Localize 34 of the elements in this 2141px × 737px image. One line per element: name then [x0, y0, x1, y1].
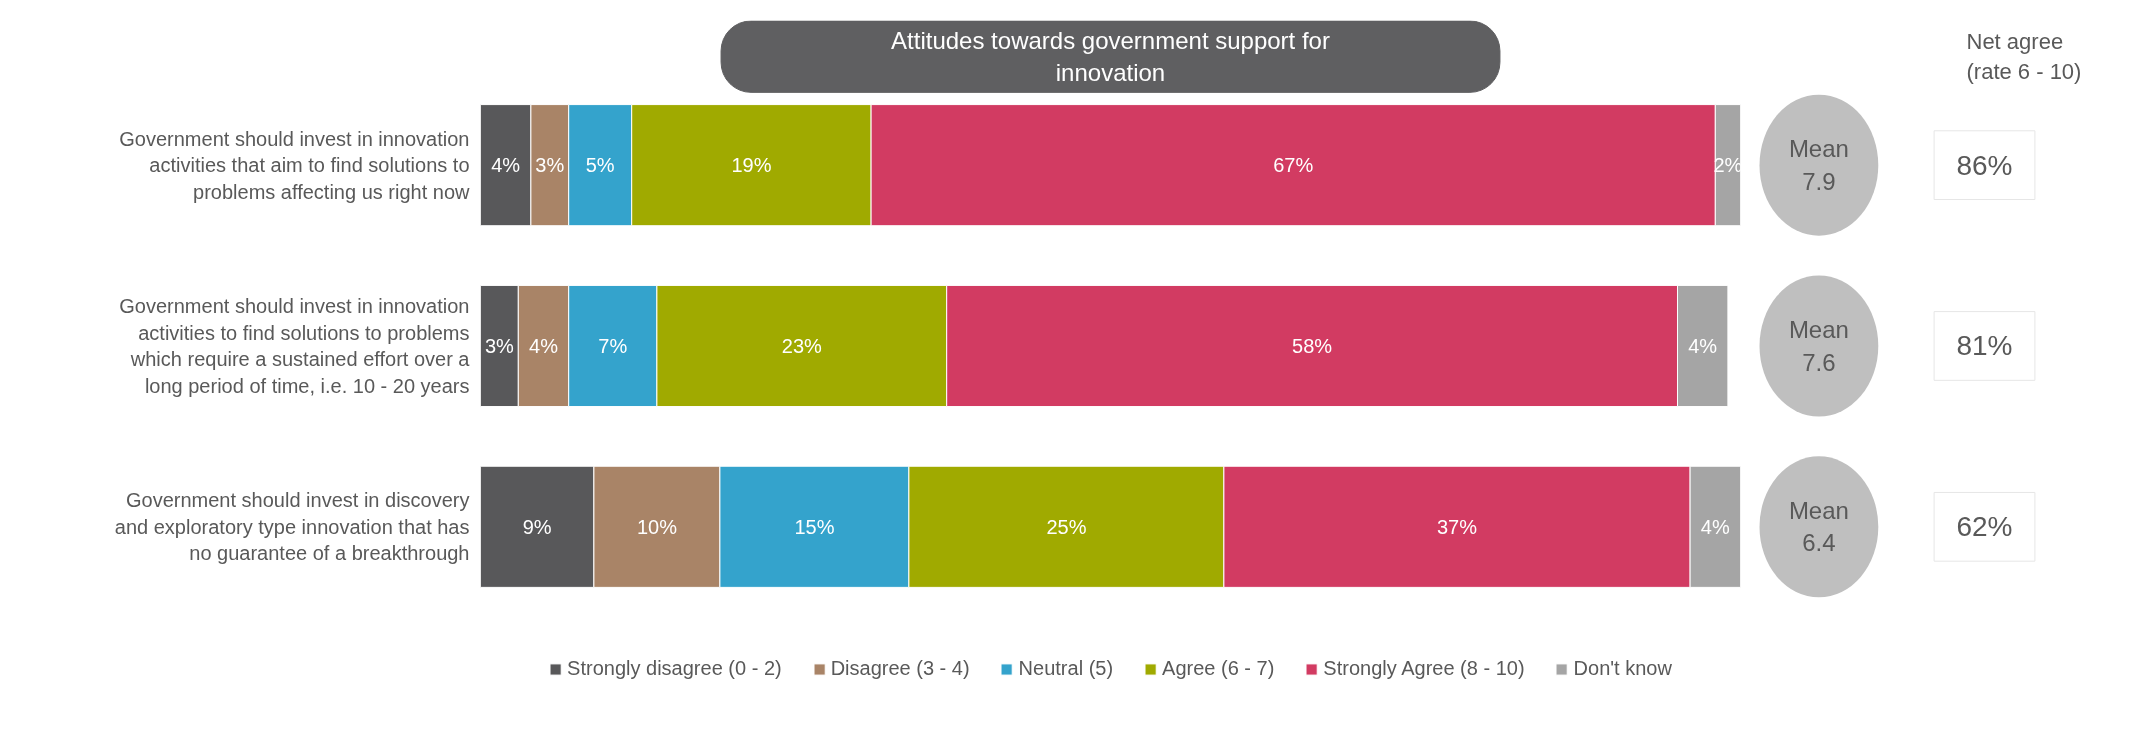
text: 86% [1956, 149, 2013, 181]
legend-label: Strongly disagree (0 - 2) [567, 657, 782, 680]
y-tick-label: Government should invest in innovation activities that aim to find solutions to problems affecting us right now [119, 127, 471, 203]
data-label: 67% [1273, 154, 1314, 177]
legend-label: Strongly Agree (8 - 10) [1323, 657, 1525, 680]
data-label: 4% [1688, 334, 1718, 357]
data-label: 4% [491, 154, 521, 177]
data-label: 9% [522, 515, 552, 538]
text: Mean 7.6 [1788, 316, 1849, 376]
data-label: 3% [484, 334, 515, 357]
y-tick-label: Government should invest in innovation activities to find solutions to problems which require a sustained effort over a long period of time, i.e. 10 - 20 years [119, 295, 471, 397]
text: 81% [1956, 330, 2013, 362]
data-label: 4% [1700, 515, 1730, 538]
legend-label: Don't know [1573, 657, 1672, 680]
chart-title: Attitudes towards government support for innovation [891, 26, 1330, 87]
text: 62% [1956, 511, 2013, 543]
data-label: 4% [529, 334, 559, 357]
text: Net agree (rate 6 - 10) [1966, 29, 2082, 85]
text: Mean 6.4 [1788, 497, 1849, 557]
data-label: 25% [1046, 515, 1087, 538]
legend-label: Agree (6 - 7) [1162, 657, 1275, 680]
y-tick-label: Government should invest in discovery and exploratory type innovation that has no guarantee of a breakthrough [114, 489, 470, 565]
text: Mean 7.9 [1788, 135, 1849, 195]
legend-label: Neutral (5) [1018, 657, 1114, 680]
data-label: 58% [1292, 334, 1333, 357]
data-label: 23% [781, 334, 823, 357]
data-label: 19% [731, 154, 772, 177]
data-label: 10% [636, 515, 678, 538]
data-label: 3% [535, 154, 565, 177]
data-label: 5% [585, 154, 615, 177]
data-label: 7% [598, 334, 628, 357]
data-label: 15% [794, 515, 835, 538]
data-label: 37% [1436, 515, 1478, 538]
legend-label: Disagree (3 - 4) [830, 657, 970, 680]
